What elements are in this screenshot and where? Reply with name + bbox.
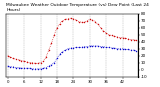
Text: Milwaukee Weather Outdoor Temperature (vs) Dew Point (Last 24 Hours): Milwaukee Weather Outdoor Temperature (v… <box>6 3 149 12</box>
